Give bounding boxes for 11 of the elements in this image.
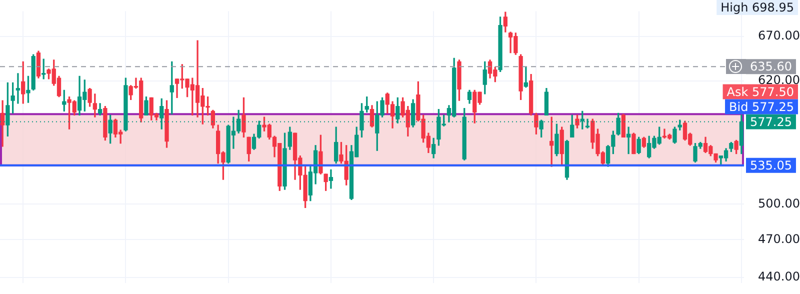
ref-line-label: 577.25 [750, 114, 792, 129]
annotation: High 698.95 [720, 0, 794, 15]
annotation: Ask 577.50 [726, 84, 794, 99]
y-tick-label: 670.00 [758, 28, 800, 42]
y-tick-label: 620.00 [758, 72, 800, 87]
y-tick-label: 500.00 [758, 196, 800, 210]
ref-line-label: 535.05 [750, 158, 792, 172]
y-tick-label: 440.00 [758, 270, 800, 284]
annotation: Bid 577.25 [729, 100, 794, 114]
ref-line-label: 635.60 [750, 60, 792, 74]
y-tick-label: 470.00 [758, 232, 800, 246]
